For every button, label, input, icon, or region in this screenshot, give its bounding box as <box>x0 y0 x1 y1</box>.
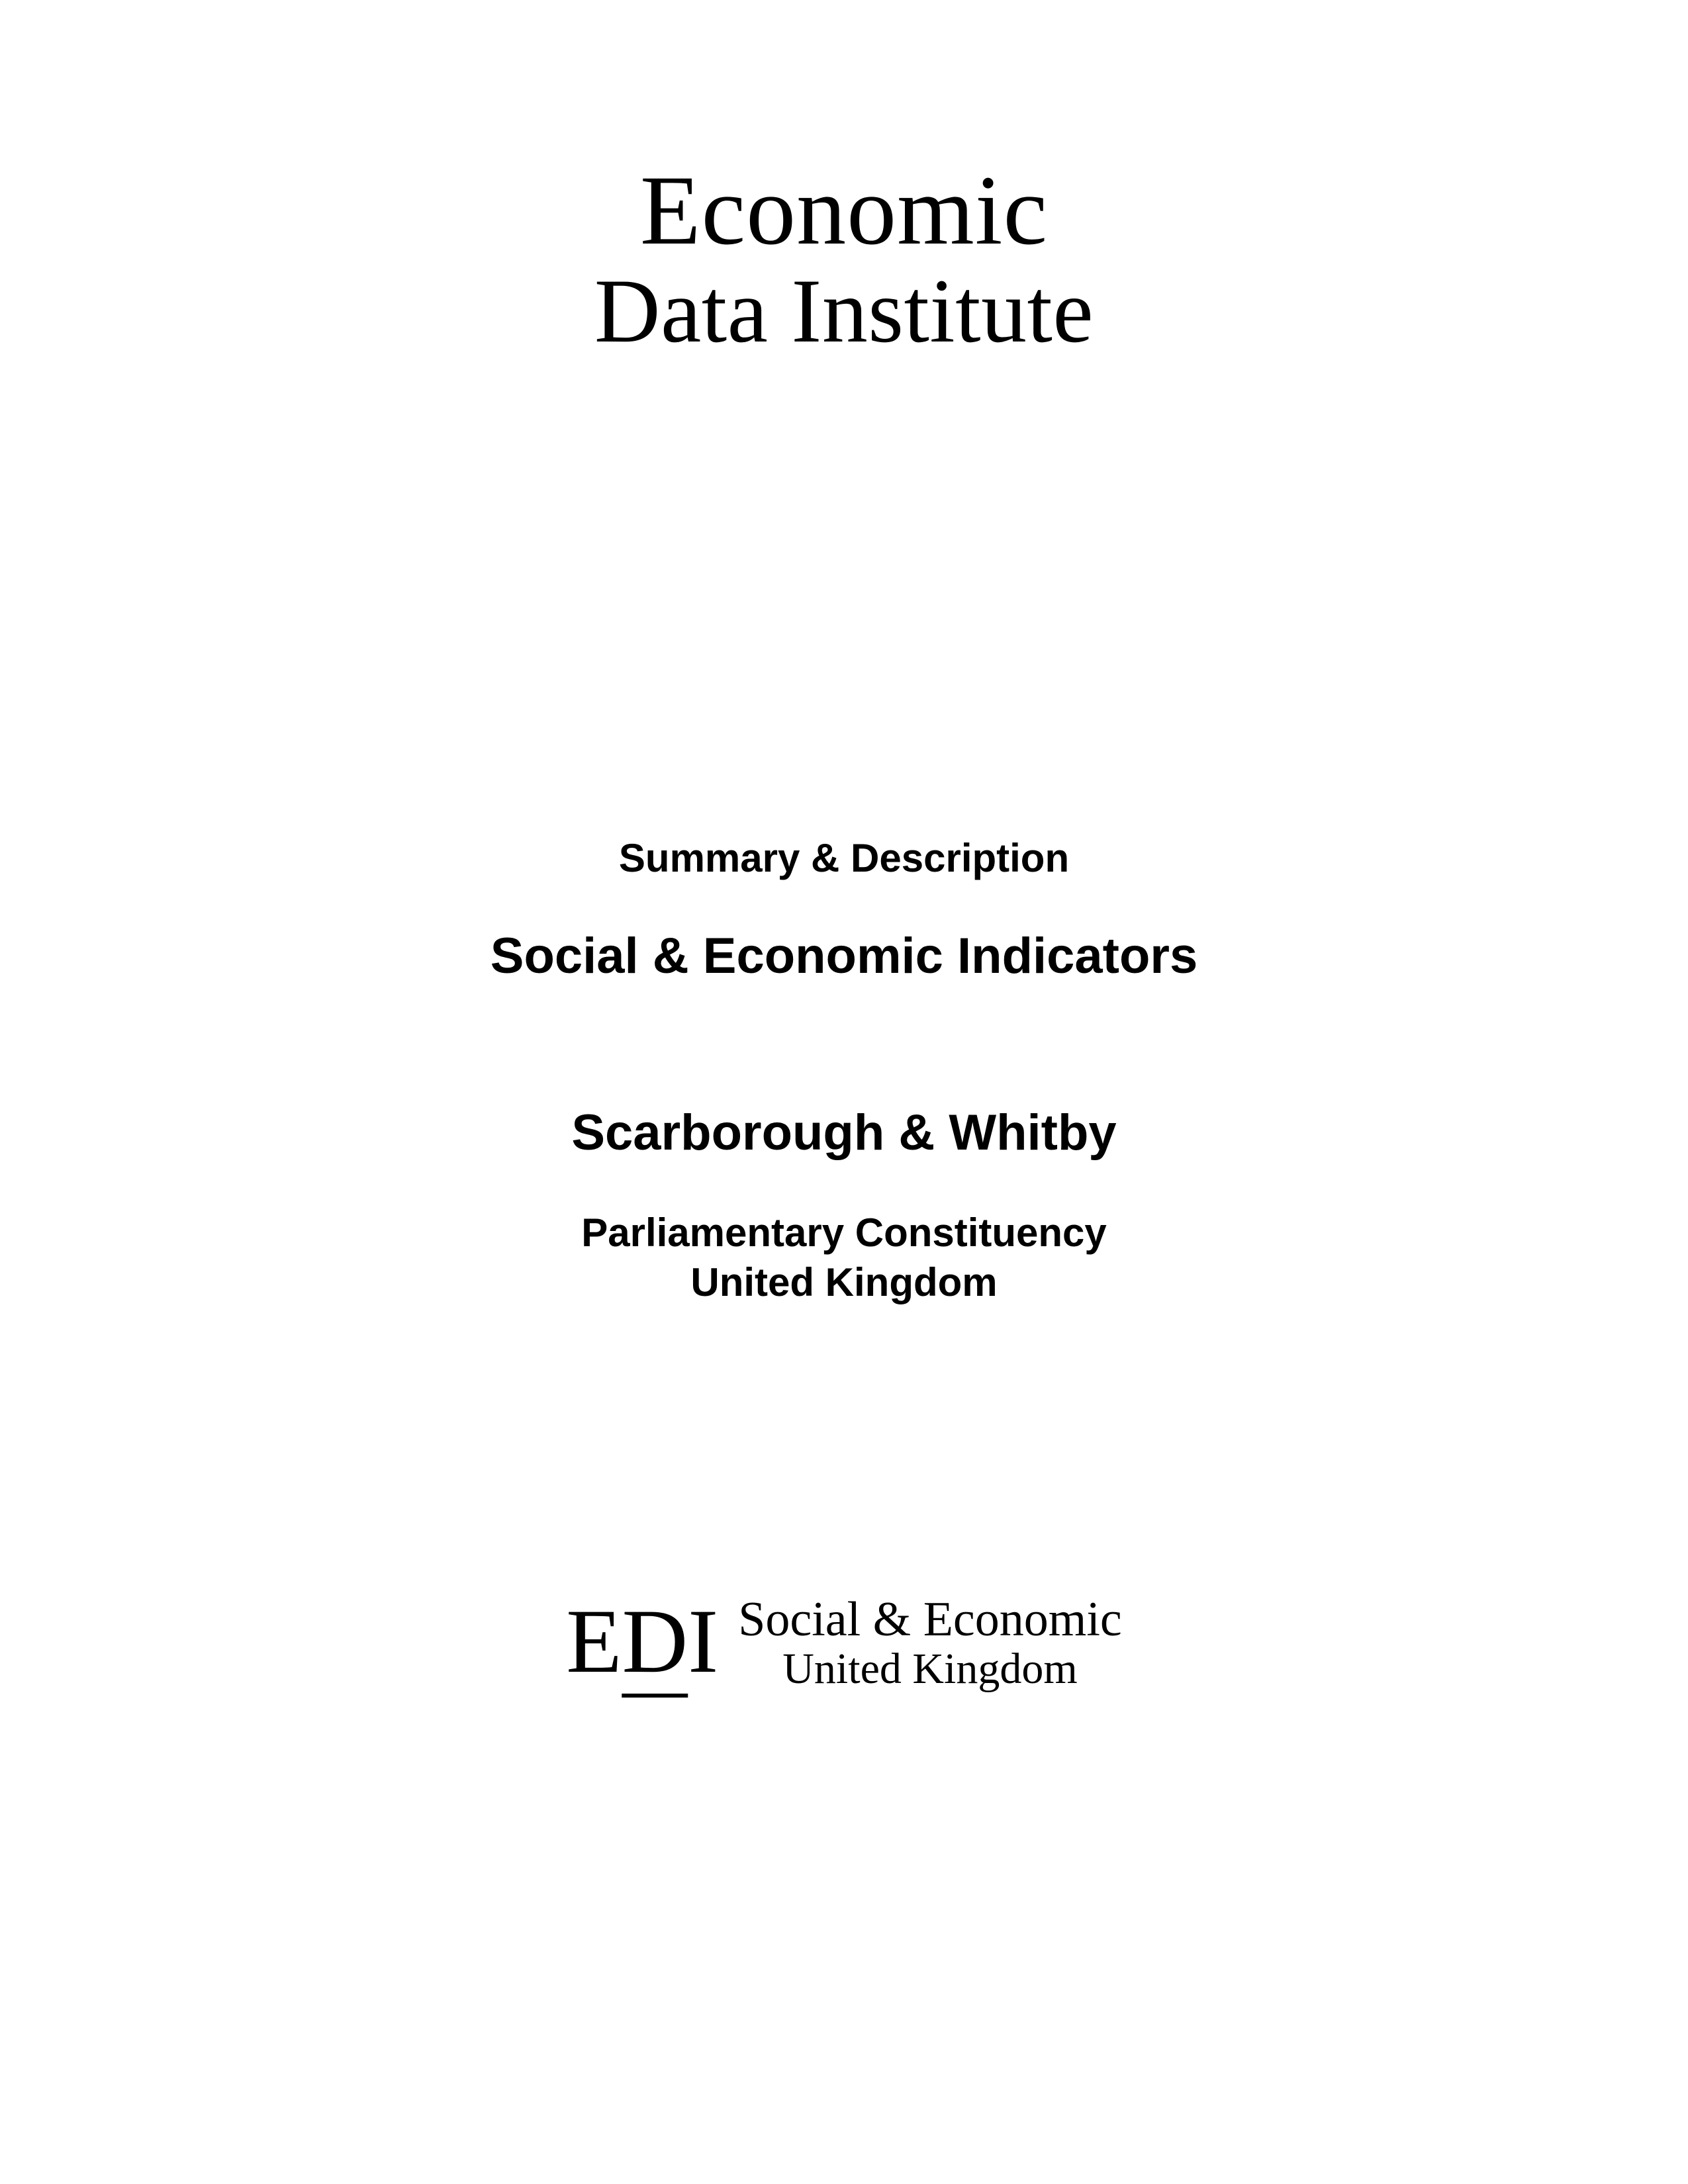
top-logo-line1: Economic <box>0 159 1688 263</box>
constituency-heading: Parliamentary Constituency United Kingdo… <box>0 1208 1688 1307</box>
summary-description-heading: Summary & Description <box>0 835 1688 881</box>
edi-mark: EDI <box>566 1588 718 1698</box>
constituency-line2: United Kingdom <box>0 1257 1688 1307</box>
top-logo-line2: Data Institute <box>0 263 1688 359</box>
constituency-line1: Parliamentary Constituency <box>0 1208 1688 1257</box>
edi-letter-i: I <box>688 1588 718 1694</box>
region-name-heading: Scarborough & Whitby <box>0 1104 1688 1161</box>
bottom-logo-text-line2: United Kingdom <box>738 1646 1122 1692</box>
edi-letter-e: E <box>566 1588 622 1694</box>
bottom-logo-text-line1: Social & Economic <box>738 1594 1122 1646</box>
bottom-logo-text: Social & Economic United Kingdom <box>738 1594 1122 1692</box>
edi-letter-d: D <box>622 1588 688 1698</box>
top-logo: Economic Data Institute <box>0 159 1688 359</box>
bottom-logo: EDI Social & Economic United Kingdom <box>566 1588 1121 1698</box>
document-page: Economic Data Institute Summary & Descri… <box>0 0 1688 2184</box>
social-economic-indicators-heading: Social & Economic Indicators <box>0 927 1688 985</box>
